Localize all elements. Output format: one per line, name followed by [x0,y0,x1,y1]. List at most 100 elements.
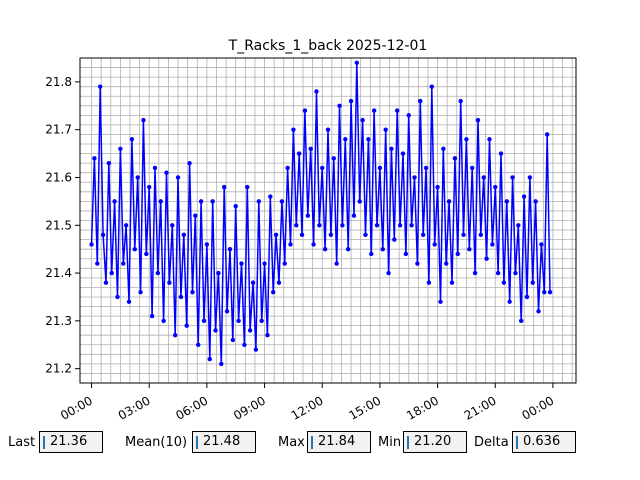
data-point [340,223,345,228]
data-point [325,127,331,132]
data-point [118,146,123,152]
data-point [337,103,342,108]
data-point [311,242,316,247]
min-value-field[interactable]: 21.20 [403,431,467,453]
data-point [259,318,264,324]
data-point [95,261,100,266]
data-point [351,213,357,218]
data-point [438,299,443,304]
data-point [343,137,348,142]
data-point [247,328,253,333]
last-value-field[interactable]: 21.36 [39,431,103,453]
x-tick-label: 00:00 [519,393,556,422]
data-point [314,89,319,94]
x-tick-label: 09:00 [231,393,268,422]
data-point [112,199,117,204]
data-point [449,280,455,285]
data-point [374,223,380,228]
data-point [181,232,187,238]
data-point [123,223,129,228]
data-point [524,294,530,300]
data-point [544,132,550,137]
data-point [426,280,432,285]
data-point [285,165,290,171]
data-point [216,270,221,276]
data-point [501,280,507,285]
data-point [308,146,313,152]
data-point [299,232,305,238]
data-point [455,251,460,257]
data-point [527,175,533,180]
data-point [478,232,484,238]
data-point [487,137,492,142]
mean-label: Mean(10) [125,435,188,450]
data-point [357,199,362,204]
data-point [383,127,388,132]
data-point [469,165,475,171]
data-point [164,170,169,175]
last-label: Last [8,435,36,450]
data-point [446,199,452,204]
data-point [495,270,501,276]
data-point [475,117,481,123]
x-tick-label: 03:00 [116,393,153,422]
data-point [397,223,403,228]
data-point [539,242,544,247]
data-point [519,318,524,324]
y-tick-label: 21.3 [45,314,72,328]
data-point [484,256,489,261]
data-point [331,156,336,161]
data-point [542,289,547,295]
data-point [233,203,238,209]
data-point [97,84,103,89]
data-point [467,246,472,252]
mean-value-field[interactable]: 21.48 [192,431,256,453]
data-point [536,309,541,314]
max-value-field[interactable]: 21.84 [307,431,371,453]
x-axis: 00:00 03:00 06:00 09:00 12:00 15:00 18:00 21:00… [58,383,556,423]
data-point [242,342,247,347]
data-point [294,223,299,228]
data-point [106,160,112,166]
data-point [279,199,285,204]
data-point [493,184,498,190]
data-point [412,175,417,180]
data-point [170,223,175,228]
y-axis: 21.2 21.3 21.4 21.5 21.6 21.7 21.8 [45,75,80,376]
temperature-chart: T_Racks_1_back 2025-12-01 00:00 03:00 06:0… [45,38,577,423]
data-point [196,342,201,347]
data-point [317,223,322,228]
data-point [423,165,429,171]
delta-value-field[interactable]: 0.636 [512,431,576,453]
data-point [271,289,276,295]
data-point [250,280,256,285]
data-point [464,137,469,142]
data-point [135,175,140,180]
y-tick-label: 21.6 [45,170,72,184]
data-point [236,318,241,324]
data-point [345,246,351,252]
x-tick-label: 12:00 [289,393,326,422]
y-tick-label: 21.4 [45,266,72,280]
data-point [253,347,259,352]
data-point [224,309,230,314]
data-point [213,328,218,333]
data-point [210,199,215,204]
data-point [141,117,146,123]
data-point [204,242,210,247]
data-point [395,108,400,113]
data-point [354,60,360,65]
data-point [132,246,137,252]
data-point [429,84,435,89]
x-tick-label: 00:00 [58,393,95,422]
data-point [190,289,195,295]
x-tick-label: 06:00 [173,393,210,422]
data-point [198,199,204,204]
data-point [403,251,409,257]
data-point [516,223,521,228]
data-point [245,184,250,190]
data-point [282,261,287,266]
data-point [178,294,184,300]
data-point [400,151,406,156]
data-point [161,318,166,324]
